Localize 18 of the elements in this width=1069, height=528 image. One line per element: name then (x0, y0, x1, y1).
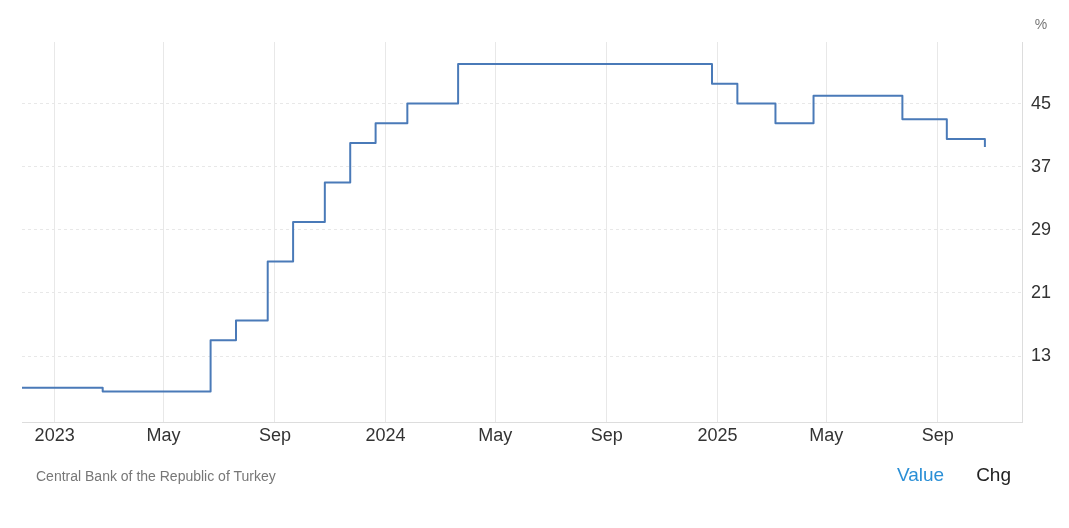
x-tick-label: Sep (258, 425, 291, 446)
text: Value (896, 464, 945, 486)
x-tick-label: May (146, 425, 181, 446)
y-tick-label: 21 (1030, 281, 1052, 302)
x-tick-label: Sep (921, 425, 954, 446)
y-tick-label: 13 (1030, 345, 1052, 366)
y-tick-label: 45 (1030, 92, 1052, 113)
text: Chg (976, 464, 1011, 486)
x-tick-label: May (809, 425, 844, 446)
x-tick-label: 2023 (34, 425, 75, 446)
x-tick-label: 2025 (697, 425, 738, 446)
y-axis-title: % (1034, 16, 1048, 32)
x-tick-label: May (478, 425, 513, 446)
y-tick-label: 29 (1030, 218, 1052, 239)
x-tick-label: 2024 (365, 425, 406, 446)
text: Central Bank of the Republic of Turkey (36, 468, 276, 484)
y-tick-label: 37 (1030, 155, 1052, 176)
x-tick-label: Sep (590, 425, 623, 446)
